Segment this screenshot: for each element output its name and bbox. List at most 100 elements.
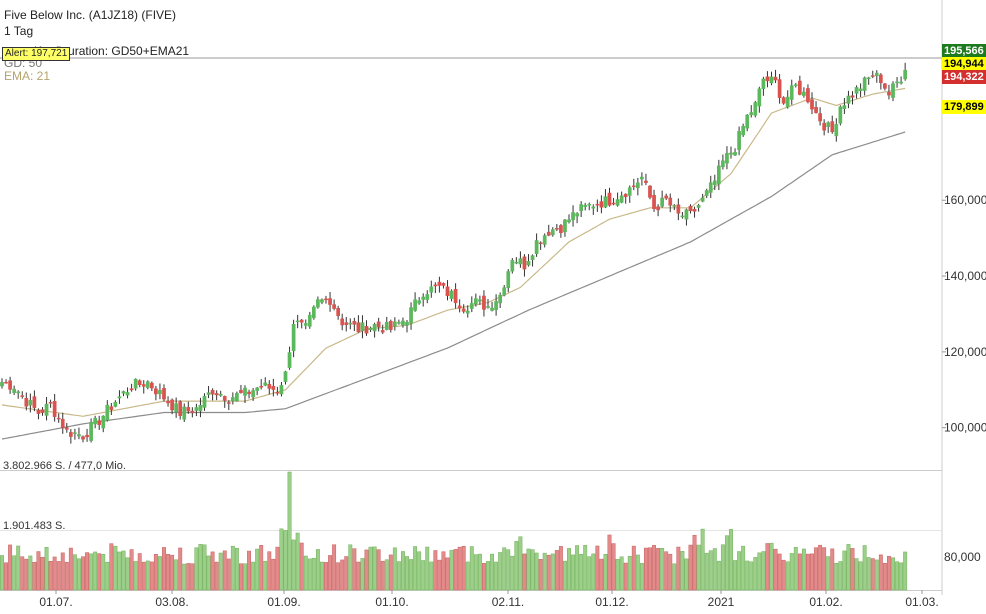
candle-body bbox=[708, 182, 713, 193]
volume-bar bbox=[789, 553, 794, 591]
volume-bar bbox=[24, 558, 29, 591]
volume-bar bbox=[336, 562, 341, 591]
volume-bar bbox=[656, 548, 661, 591]
candle-body bbox=[141, 384, 146, 387]
volume-bar bbox=[870, 558, 875, 591]
volume-bar bbox=[40, 556, 45, 591]
candle-body bbox=[757, 88, 762, 107]
volume-mid-label: 1.901.483 S. bbox=[3, 520, 65, 532]
candle-body bbox=[218, 393, 223, 396]
candle-body bbox=[4, 381, 8, 384]
candle-body bbox=[858, 88, 863, 91]
volume-bar bbox=[668, 553, 673, 591]
candle-body bbox=[52, 401, 57, 417]
candle-body bbox=[563, 219, 567, 233]
candle-body bbox=[737, 131, 741, 150]
volume-bar bbox=[822, 547, 827, 591]
candle-body bbox=[850, 95, 855, 98]
candle-body bbox=[320, 299, 324, 303]
volume-bar bbox=[631, 545, 636, 591]
candle-body bbox=[222, 396, 227, 401]
alert-badge[interactable]: Alert: 197,721 bbox=[2, 47, 71, 61]
volume-bar bbox=[271, 558, 276, 591]
candle-body bbox=[198, 404, 203, 412]
volume-bar bbox=[93, 551, 98, 591]
volume-bar bbox=[526, 548, 531, 591]
x-tick-label: 2021 bbox=[708, 595, 735, 609]
volume-bar bbox=[741, 545, 746, 591]
candle-body bbox=[684, 209, 689, 220]
y-tick-label: 160,000 bbox=[944, 193, 986, 207]
volume-bar bbox=[473, 554, 478, 591]
candle-body bbox=[733, 152, 737, 156]
volume-bar bbox=[575, 545, 580, 591]
candle-body bbox=[567, 219, 571, 223]
candle-body bbox=[874, 72, 879, 77]
volume-bar bbox=[773, 548, 778, 591]
volume-bar bbox=[433, 550, 438, 591]
volume-bar bbox=[895, 561, 899, 591]
volume-bar bbox=[437, 559, 442, 591]
candle-body bbox=[619, 195, 624, 203]
volume-bar bbox=[0, 555, 4, 591]
volume-bar bbox=[214, 561, 219, 591]
volume-bar bbox=[109, 543, 114, 591]
candle-body bbox=[170, 399, 174, 411]
candle-body bbox=[174, 403, 179, 413]
volume-bar bbox=[635, 554, 640, 591]
candle-body bbox=[364, 326, 369, 334]
volume-bar bbox=[765, 543, 770, 591]
volume-bar bbox=[554, 550, 559, 591]
candle-body bbox=[409, 307, 413, 324]
volume-bar bbox=[158, 556, 162, 591]
volume-bar bbox=[542, 552, 547, 591]
candle-body bbox=[765, 76, 770, 82]
ema21-line bbox=[1, 87, 906, 417]
volume-bar bbox=[692, 534, 697, 591]
candle-body bbox=[773, 76, 778, 81]
volume-bar bbox=[490, 553, 495, 591]
x-axis-ticks: 01.07. 03.08. 01.09. 01.10. 02.11. 01.12. 2021… bbox=[39, 590, 939, 609]
config-label: Konfiguration: GD50+EMA21 bbox=[34, 44, 190, 58]
y-tick-label: 120,000 bbox=[944, 345, 986, 359]
candle-body bbox=[510, 260, 515, 272]
volume-bar bbox=[320, 561, 324, 591]
volume-bar bbox=[510, 555, 515, 591]
volume-bar bbox=[68, 547, 73, 591]
candle-body bbox=[316, 299, 320, 308]
candle-body bbox=[279, 385, 284, 395]
candle-body bbox=[56, 417, 61, 420]
candle-body bbox=[109, 406, 114, 410]
candle-body bbox=[137, 380, 142, 385]
candle-body bbox=[717, 165, 721, 185]
y-axis-ticks: 160,000 140,000 120,000 100,000 3.802.966 S.… bbox=[3, 193, 986, 564]
candle-body bbox=[887, 92, 891, 96]
volume-bar bbox=[36, 551, 41, 591]
candle-body bbox=[437, 281, 442, 286]
volume-bar bbox=[178, 547, 183, 591]
volume-bar bbox=[60, 552, 65, 591]
candle-body bbox=[469, 303, 474, 309]
candle-body bbox=[457, 305, 462, 309]
volume-bar bbox=[44, 547, 49, 591]
candle-body bbox=[105, 404, 110, 421]
volume-bar bbox=[814, 547, 818, 591]
period-label: 1 Tag bbox=[4, 24, 34, 38]
volume-bar bbox=[680, 551, 685, 591]
candle-body bbox=[16, 391, 21, 394]
volume-bar bbox=[482, 563, 486, 591]
candle-body bbox=[344, 322, 349, 325]
candle-body bbox=[631, 185, 636, 188]
volume-bar bbox=[348, 544, 353, 591]
candle-body bbox=[644, 180, 648, 183]
y-tick-label: 100,000 bbox=[944, 421, 986, 435]
volume-bar bbox=[644, 547, 648, 591]
candle-body bbox=[870, 75, 875, 77]
volume-bar bbox=[113, 545, 118, 591]
volume-bar bbox=[202, 544, 207, 591]
volume-bar bbox=[563, 560, 567, 591]
volume-bar bbox=[141, 561, 146, 591]
x-tick-label: 01.12. bbox=[595, 595, 628, 609]
candle-body bbox=[599, 201, 604, 208]
